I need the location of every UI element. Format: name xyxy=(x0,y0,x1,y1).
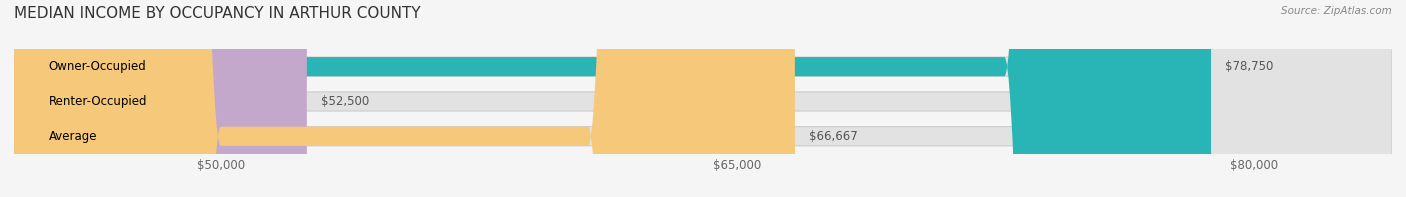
Text: MEDIAN INCOME BY OCCUPANCY IN ARTHUR COUNTY: MEDIAN INCOME BY OCCUPANCY IN ARTHUR COU… xyxy=(14,6,420,21)
Text: $66,667: $66,667 xyxy=(808,130,858,143)
Text: Owner-Occupied: Owner-Occupied xyxy=(48,60,146,73)
Text: $52,500: $52,500 xyxy=(321,95,368,108)
FancyBboxPatch shape xyxy=(14,0,794,197)
FancyBboxPatch shape xyxy=(14,0,1392,197)
FancyBboxPatch shape xyxy=(14,0,1392,197)
Text: $78,750: $78,750 xyxy=(1225,60,1274,73)
FancyBboxPatch shape xyxy=(14,0,1211,197)
Text: Source: ZipAtlas.com: Source: ZipAtlas.com xyxy=(1281,6,1392,16)
FancyBboxPatch shape xyxy=(14,0,307,197)
Text: Renter-Occupied: Renter-Occupied xyxy=(48,95,148,108)
FancyBboxPatch shape xyxy=(14,0,1392,197)
Text: Average: Average xyxy=(48,130,97,143)
